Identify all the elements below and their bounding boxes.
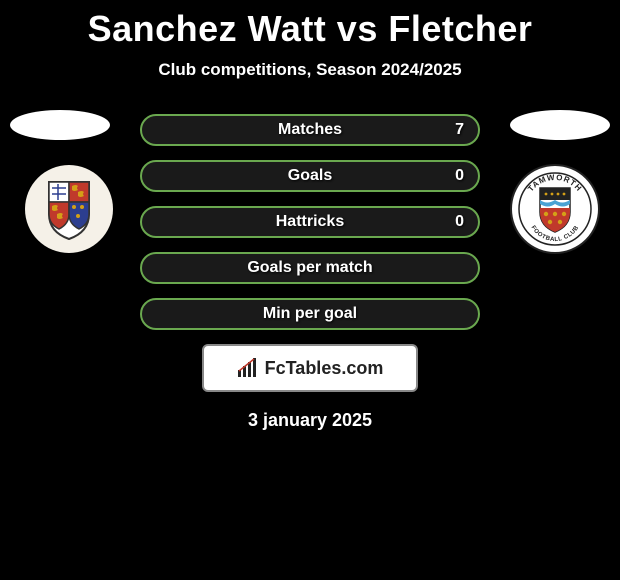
stat-row-goals: Goals 0 <box>140 160 480 192</box>
stats-area: TAMWORTH FOOTBALL CLUB M <box>0 114 620 431</box>
stat-label: Goals <box>288 167 332 185</box>
right-club-badge: TAMWORTH FOOTBALL CLUB <box>510 164 600 254</box>
brand-text: FcTables.com <box>265 358 384 379</box>
stat-row-hattricks: Hattricks 0 <box>140 206 480 238</box>
page-title: Sanchez Watt vs Fletcher <box>0 0 620 50</box>
stat-row-matches: Matches 7 <box>140 114 480 146</box>
stat-row-goals-per-match: Goals per match <box>140 252 480 284</box>
page-subtitle: Club competitions, Season 2024/2025 <box>0 60 620 80</box>
comparison-card: Sanchez Watt vs Fletcher Club competitio… <box>0 0 620 580</box>
stat-right-val: 0 <box>455 167 464 185</box>
stat-rows: Matches 7 Goals 0 Hattricks 0 Goals per … <box>140 114 480 330</box>
right-player-marker <box>510 110 610 140</box>
left-player-marker <box>10 110 110 140</box>
stat-right-val: 7 <box>455 121 464 139</box>
stat-label: Min per goal <box>263 305 357 323</box>
stat-label: Matches <box>278 121 342 139</box>
left-club-badge <box>24 164 114 254</box>
stat-right-val: 0 <box>455 213 464 231</box>
bars-chart-icon <box>237 358 259 378</box>
stat-label: Hattricks <box>276 213 344 231</box>
stat-label: Goals per match <box>247 259 372 277</box>
date-text: 3 january 2025 <box>0 410 620 431</box>
brand-box: FcTables.com <box>202 344 418 392</box>
stat-row-min-per-goal: Min per goal <box>140 298 480 330</box>
